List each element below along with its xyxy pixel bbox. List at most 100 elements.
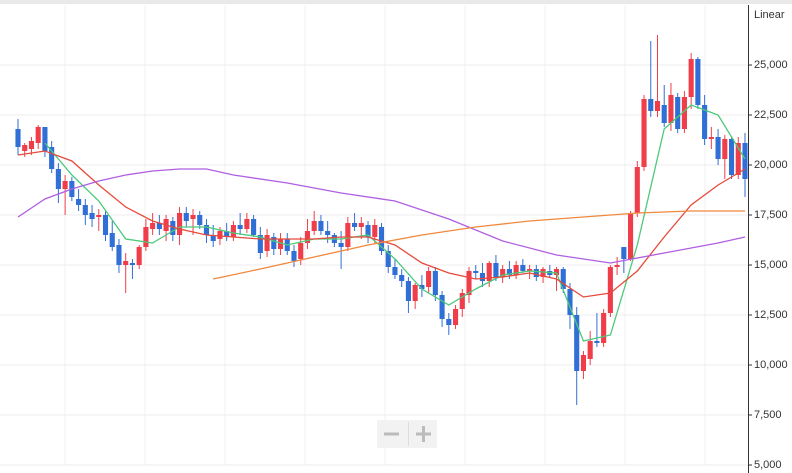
candle-body — [136, 247, 142, 265]
candle-body — [560, 269, 566, 289]
zoom-controls[interactable] — [377, 420, 437, 448]
candle-body — [439, 295, 445, 319]
candle-body — [392, 267, 398, 275]
candle-body — [277, 239, 284, 249]
candle-body — [217, 231, 223, 239]
candle-body — [553, 269, 560, 275]
y-tick-label: 10,000 — [754, 359, 788, 371]
candle-body — [506, 269, 512, 275]
candle-body — [399, 275, 405, 281]
candle-body — [365, 225, 371, 237]
candle-body — [695, 59, 701, 105]
candle-body — [641, 99, 647, 167]
candle-body — [432, 271, 438, 295]
candle-body — [479, 273, 486, 281]
candle-body — [412, 285, 418, 301]
candle-body — [668, 95, 674, 123]
candle-body — [129, 263, 135, 265]
candle-body — [527, 269, 533, 271]
candle-body — [446, 319, 452, 325]
candle-body — [715, 137, 721, 159]
candle-body — [520, 265, 526, 271]
candle-body — [385, 251, 391, 267]
candle-body — [176, 213, 183, 235]
candle-body — [372, 225, 378, 237]
candle-body — [473, 271, 479, 273]
candle-body — [197, 215, 203, 225]
moving-average-line — [213, 210, 745, 280]
y-tick-label: 20,000 — [754, 159, 788, 171]
moving-average-line — [44, 104, 746, 342]
y-tick-label: 7,500 — [754, 409, 782, 421]
candle-body — [728, 139, 735, 175]
y-tick-label: 12,500 — [754, 309, 788, 321]
candle-body — [143, 227, 149, 247]
candle-body — [244, 219, 250, 229]
y-tick-label: 25,000 — [754, 59, 788, 71]
candle-body — [426, 271, 432, 287]
candle-body — [574, 315, 580, 371]
candle-body — [203, 225, 210, 235]
candle-body — [102, 215, 109, 235]
candle-body — [580, 355, 587, 371]
candle-body — [237, 225, 243, 229]
candle-body — [648, 99, 654, 111]
candle-body — [156, 223, 162, 229]
candle-body — [96, 215, 102, 217]
candle-body — [210, 235, 216, 241]
candle-body — [150, 223, 156, 229]
candle-body — [271, 237, 277, 249]
candle-body — [28, 141, 35, 149]
candle-body — [304, 231, 311, 243]
candle-body — [681, 97, 687, 129]
candle-body — [722, 139, 728, 159]
candle-body — [352, 223, 358, 227]
moving-average-line — [17, 168, 746, 264]
zoom-in[interactable] — [416, 426, 431, 442]
candle-body — [587, 341, 593, 359]
candle-body — [49, 147, 55, 169]
moving-average-line — [17, 150, 746, 298]
candle-body — [452, 309, 459, 325]
candle-body — [311, 221, 317, 231]
candle-body — [466, 271, 472, 295]
candle-body — [601, 313, 607, 343]
candle-body — [264, 235, 270, 251]
candle-body — [634, 167, 640, 213]
candle-body — [224, 231, 230, 237]
candle-body — [702, 105, 708, 139]
candle-body — [109, 233, 115, 247]
candle-body — [76, 199, 82, 205]
candle-body — [298, 243, 304, 259]
candle-body — [567, 289, 573, 315]
candle-body — [15, 129, 21, 147]
candle-body — [257, 235, 263, 253]
y-tick-label: 15,000 — [754, 259, 788, 271]
candle-body — [419, 285, 425, 289]
candle-body — [55, 169, 61, 189]
candle-body — [735, 143, 741, 175]
candle-body — [325, 231, 331, 235]
candle-body — [654, 101, 661, 111]
candle-body — [661, 105, 667, 123]
candle-body — [459, 293, 465, 309]
candle-body — [123, 261, 129, 265]
candle-body — [183, 213, 189, 221]
scale-label: Linear — [754, 9, 785, 21]
candle-body — [35, 127, 41, 143]
candle-body — [486, 263, 492, 281]
candle-body — [378, 227, 385, 251]
candle-body — [170, 221, 176, 235]
candles — [15, 35, 748, 405]
candle-body — [345, 223, 351, 247]
candle-body — [358, 223, 364, 227]
y-tick-label: 17,500 — [754, 209, 788, 221]
candle-body — [405, 281, 411, 301]
y-tick-label: 22,500 — [754, 109, 788, 121]
candle-body — [318, 221, 324, 231]
y-tick-label: 5,000 — [754, 459, 782, 471]
candle-body — [594, 341, 600, 343]
candle-body — [89, 213, 95, 219]
candle-body — [251, 219, 257, 235]
